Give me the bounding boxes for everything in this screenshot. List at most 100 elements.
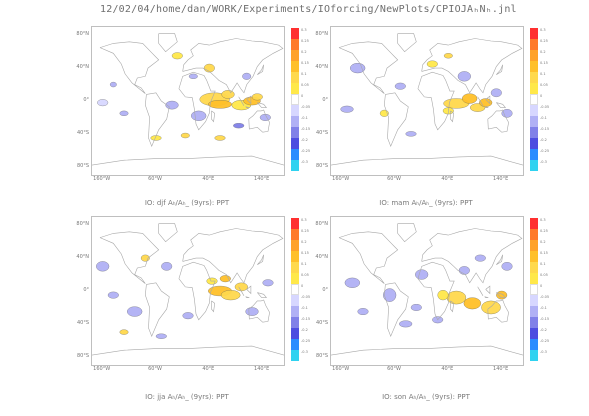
anomaly-patch	[462, 93, 478, 104]
colorbar-label: 0.05	[540, 273, 548, 277]
map-canvas	[331, 223, 523, 356]
map-canvas	[92, 223, 284, 356]
anomaly-patch	[426, 60, 438, 68]
colorbar-label: -0.25	[301, 339, 311, 343]
colorbar-label: -0.3	[540, 350, 547, 354]
coastline	[487, 109, 509, 133]
colorbar-swatch	[291, 317, 299, 328]
coastline	[178, 71, 216, 131]
anomaly-patch	[350, 63, 366, 74]
anomaly-patch	[501, 262, 513, 271]
anomaly-patch	[405, 131, 417, 137]
colorbar-swatch	[291, 105, 299, 116]
x-tick-label: 140°E	[493, 176, 509, 182]
colorbar-label: -0.3	[301, 160, 308, 164]
anomaly-patch	[127, 306, 143, 317]
colorbar-swatch	[530, 72, 538, 83]
x-tick-label: 40°E	[441, 176, 454, 182]
coastline	[397, 223, 417, 243]
anomaly-patch	[394, 82, 406, 90]
map-panel	[91, 216, 285, 366]
coastline	[182, 228, 284, 284]
coastline	[484, 296, 489, 298]
anomaly-patch	[191, 110, 207, 121]
colorbar-swatch	[291, 138, 299, 149]
colorbar-label: 0.15	[540, 251, 548, 255]
y-tick-label: 80°N	[315, 31, 328, 38]
coastline	[496, 292, 507, 298]
coastline	[485, 95, 491, 105]
colorbar-swatch	[530, 127, 538, 138]
colorbar-label: -0.15	[301, 127, 311, 131]
colorbar-swatch	[530, 83, 538, 94]
coastline	[257, 292, 268, 298]
colorbar-label: 0	[301, 284, 304, 288]
panel-title: IO: mam Aₕ/Aₕ_ (9yrs): PPT	[379, 199, 473, 207]
y-tick-label: 0°	[322, 287, 328, 293]
colorbar-label: -0.25	[540, 339, 550, 343]
anomaly-patch	[245, 307, 259, 316]
x-tick-label: 160°W	[93, 366, 111, 372]
colorbar-label: -0.2	[540, 328, 547, 332]
colorbar-label: 0.2	[540, 240, 546, 244]
colorbar-label: 0.1	[540, 262, 546, 266]
colorbar-swatch	[530, 138, 538, 149]
panel-title: IO: jja Aₕ/Aₕ_ (9yrs): PPT	[145, 393, 229, 401]
coastline	[477, 96, 484, 107]
colorbar-swatch	[291, 339, 299, 350]
colorbar-label: -0.15	[540, 127, 550, 131]
coastline	[383, 92, 409, 147]
colorbar-swatch	[291, 251, 299, 262]
coastline	[450, 110, 455, 123]
anomaly-patch	[165, 100, 179, 110]
colorbar-swatch	[291, 240, 299, 251]
panel-title: IO: son Aₕ/Aₕ_ (9yrs): PPT	[382, 393, 470, 401]
colorbar-label: 0.1	[301, 72, 307, 76]
y-tick-label: 0°	[83, 287, 89, 293]
colorbar-swatch	[291, 273, 299, 284]
y-tick-label: 40°N	[76, 64, 89, 71]
anomaly-patch	[234, 282, 248, 292]
coastline	[246, 285, 252, 295]
y-tick-label: 0°	[83, 97, 89, 103]
colorbar-label: -0.25	[540, 149, 550, 153]
coastline	[496, 64, 503, 75]
colorbar-swatch	[291, 127, 299, 138]
colorbar	[530, 28, 538, 171]
anomaly-patch	[344, 277, 360, 288]
coastline	[211, 110, 216, 123]
map-panel	[91, 26, 285, 176]
colorbar-label: -0.3	[540, 160, 547, 164]
colorbar-label: 0.1	[540, 72, 546, 76]
anomaly-patch	[109, 81, 117, 88]
x-tick-label: 60°W	[148, 176, 162, 182]
coastline	[496, 102, 507, 108]
colorbar-swatch	[291, 295, 299, 306]
x-tick-label: 60°W	[387, 176, 401, 182]
coastline	[178, 261, 216, 321]
colorbar-swatch	[291, 28, 299, 39]
colorbar-label: 0.2	[540, 50, 546, 54]
colorbar-label: -0.1	[540, 116, 547, 120]
anomaly-patch	[203, 63, 215, 73]
colorbar-swatch	[530, 273, 538, 284]
colorbar-label: 0	[540, 94, 543, 98]
colorbar-swatch	[530, 218, 538, 229]
coastline	[397, 33, 417, 53]
coastline	[421, 38, 523, 94]
anomaly-patch	[233, 123, 245, 129]
colorbar-label: 0.25	[540, 229, 548, 233]
colorbar-label: -0.05	[301, 295, 311, 299]
anomaly-patch	[410, 304, 422, 311]
colorbar-swatch	[530, 295, 538, 306]
colorbar-label: 0.1	[301, 262, 307, 266]
colorbar-swatch	[291, 50, 299, 61]
colorbar-swatch	[530, 251, 538, 262]
colorbar-label: 0.05	[301, 273, 309, 277]
colorbar-swatch	[530, 306, 538, 317]
y-tick-label: 80°N	[76, 221, 89, 228]
y-tick-label: 80°S	[76, 352, 89, 359]
anomaly-patch	[214, 135, 226, 141]
colorbar-swatch	[530, 61, 538, 72]
y-tick-label: 40°N	[76, 254, 89, 261]
